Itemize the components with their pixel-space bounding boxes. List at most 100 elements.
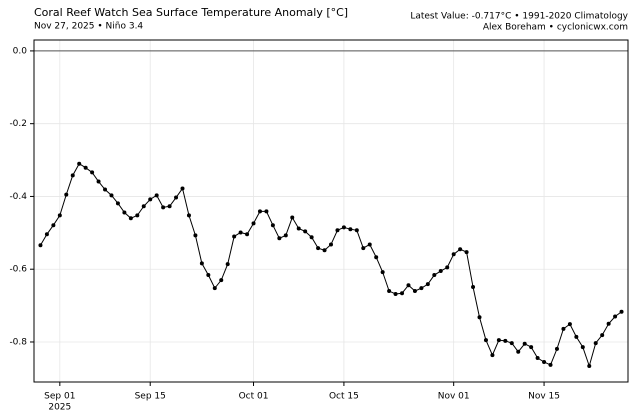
data-point xyxy=(412,289,417,294)
data-point xyxy=(115,201,120,206)
data-point xyxy=(38,243,43,248)
data-point xyxy=(309,235,314,240)
data-point xyxy=(503,338,508,343)
data-point xyxy=(432,273,437,278)
data-point xyxy=(374,255,379,260)
data-point xyxy=(70,173,75,178)
data-point xyxy=(232,234,237,239)
data-point xyxy=(516,349,521,354)
data-point xyxy=(406,283,411,288)
data-point xyxy=(174,195,179,200)
data-point xyxy=(57,213,62,218)
data-point xyxy=(219,278,224,283)
data-point xyxy=(329,242,333,247)
data-point xyxy=(135,213,140,218)
data-point xyxy=(90,170,95,175)
data-point xyxy=(600,333,605,338)
data-point xyxy=(529,345,534,350)
data-point xyxy=(483,338,488,343)
data-point xyxy=(619,309,624,314)
data-point xyxy=(471,285,476,290)
data-point xyxy=(303,229,308,234)
data-point xyxy=(83,165,88,170)
data-point xyxy=(51,223,56,228)
data-point xyxy=(251,221,256,226)
y-tick-label: -0.6 xyxy=(9,265,27,275)
data-point xyxy=(225,262,230,267)
data-point xyxy=(109,193,114,198)
data-point xyxy=(464,250,469,255)
data-point xyxy=(496,338,501,343)
data-point xyxy=(509,341,514,346)
data-point xyxy=(445,265,450,270)
data-point xyxy=(283,233,288,238)
data-point xyxy=(64,192,69,197)
data-point xyxy=(606,321,611,326)
data-point xyxy=(361,246,366,251)
data-point xyxy=(522,341,527,346)
data-point xyxy=(44,232,49,237)
data-point xyxy=(580,345,585,350)
data-point xyxy=(425,282,430,287)
data-point xyxy=(458,247,463,252)
data-point xyxy=(380,270,385,275)
data-point xyxy=(128,216,133,221)
data-point xyxy=(587,363,592,368)
data-point xyxy=(367,242,372,247)
y-tick-label: -0.4 xyxy=(9,192,27,202)
data-point xyxy=(335,228,340,233)
data-point xyxy=(535,355,540,360)
data-point xyxy=(193,233,198,238)
data-point xyxy=(400,291,405,296)
data-point xyxy=(438,269,443,274)
data-point xyxy=(154,193,159,198)
data-point xyxy=(199,261,204,266)
x-tick-label: Nov 15 xyxy=(528,392,560,402)
y-tick-label: -0.2 xyxy=(9,119,27,129)
data-point xyxy=(122,210,127,215)
y-tick-label: -0.8 xyxy=(9,337,27,347)
data-point xyxy=(167,204,172,209)
info-text: Alex Boreham • cyclonicwx.com xyxy=(483,23,628,33)
series-line xyxy=(40,162,622,368)
data-point xyxy=(316,246,321,251)
data-point xyxy=(257,209,262,214)
x-tick-label: Sep 01 xyxy=(44,392,75,402)
data-point xyxy=(206,273,211,278)
data-point xyxy=(180,186,185,191)
x-tick-label: Oct 15 xyxy=(329,392,359,402)
y-tick-label: 0.0 xyxy=(13,46,28,56)
data-point xyxy=(186,213,191,218)
data-point xyxy=(348,227,353,232)
chart-title: Coral Reef Watch Sea Surface Temperature… xyxy=(34,6,348,19)
data-point xyxy=(561,326,566,331)
data-point xyxy=(277,236,282,241)
info-text: Latest Value: -0.717°C • 1991-2020 Clima… xyxy=(410,12,628,22)
data-point xyxy=(419,286,424,291)
data-point xyxy=(103,187,108,192)
plot-frame xyxy=(33,39,629,383)
data-point xyxy=(290,215,295,220)
x-tick-label: Nov 01 xyxy=(438,392,470,402)
data-point xyxy=(212,286,217,291)
data-point xyxy=(393,291,398,296)
data-point xyxy=(245,232,250,237)
data-point xyxy=(341,225,346,230)
data-point xyxy=(451,252,456,257)
x-tick-year: 2025 xyxy=(48,403,71,413)
data-point xyxy=(593,341,598,346)
data-point xyxy=(490,353,495,358)
x-tick-label: Oct 01 xyxy=(239,392,269,402)
data-point xyxy=(542,359,547,364)
data-point xyxy=(567,322,572,327)
data-point xyxy=(477,315,482,320)
data-point xyxy=(613,314,618,319)
data-point xyxy=(77,161,82,166)
data-point xyxy=(264,209,269,214)
data-point xyxy=(354,228,359,233)
data-point xyxy=(296,226,301,231)
data-point xyxy=(161,205,166,210)
data-point xyxy=(148,197,153,202)
data-point xyxy=(238,230,243,235)
